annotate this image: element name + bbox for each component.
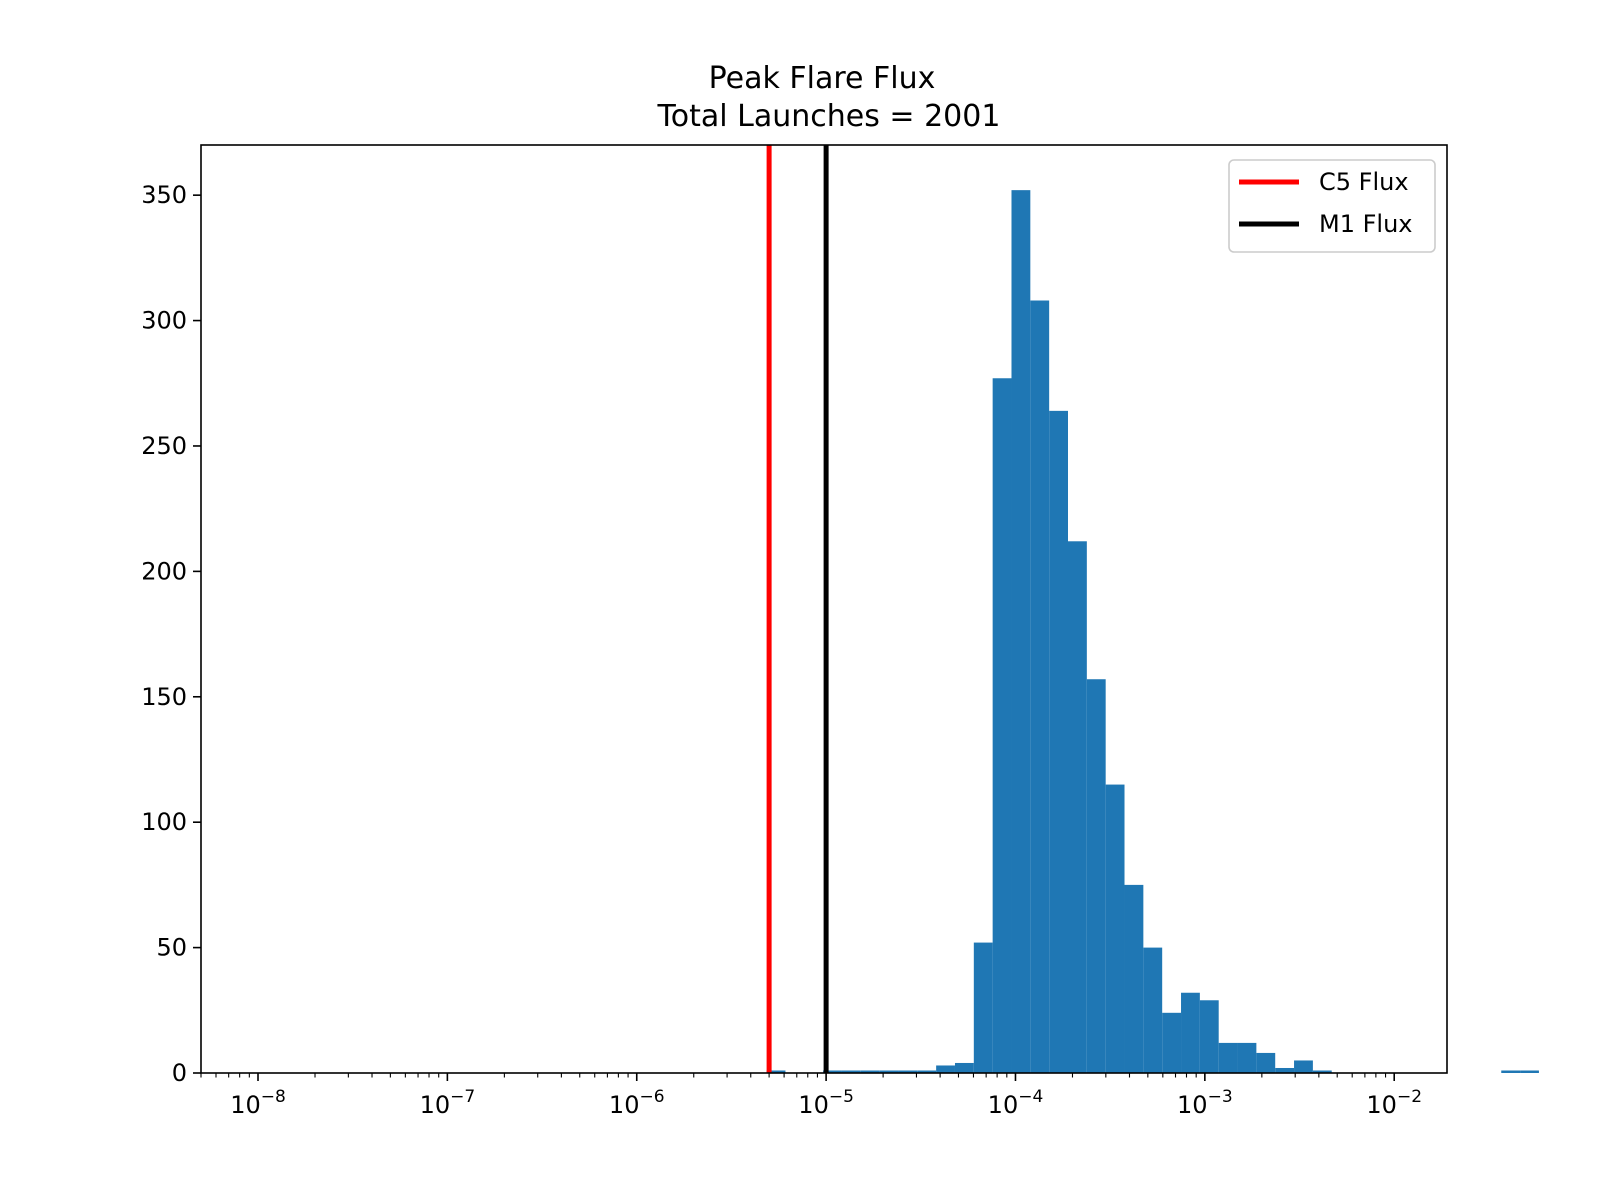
histogram-bar bbox=[992, 378, 1012, 1074]
histogram-bars bbox=[766, 190, 1539, 1074]
histogram-bar bbox=[1011, 190, 1031, 1074]
x-axis: 10−8 10−7 10−6 10−5 10−4 10−3 10−2 bbox=[200, 1073, 1422, 1119]
y-axis: 0 50 100 150 200 250 300 350 bbox=[141, 181, 201, 1087]
y-tick-label: 150 bbox=[141, 683, 187, 711]
histogram-bar bbox=[1237, 1042, 1257, 1073]
x-tick-label: 10−6 bbox=[609, 1087, 665, 1119]
y-tick-label: 250 bbox=[141, 432, 187, 460]
histogram-bar bbox=[841, 1070, 861, 1073]
plot-frame bbox=[200, 144, 1448, 1074]
legend-label: M1 Flux bbox=[1319, 210, 1413, 238]
y-tick-label: 100 bbox=[141, 808, 187, 836]
histogram-bar bbox=[917, 1070, 937, 1073]
histogram-bar bbox=[879, 1070, 899, 1073]
histogram-bar bbox=[1312, 1070, 1332, 1073]
histogram-bar bbox=[1162, 1012, 1182, 1073]
histogram-bar bbox=[1143, 947, 1163, 1073]
histogram-bar bbox=[1275, 1067, 1295, 1073]
x-tick-label: 10−3 bbox=[1177, 1087, 1233, 1119]
histogram-bar bbox=[1105, 784, 1125, 1073]
x-tick-label: 10−4 bbox=[988, 1087, 1044, 1119]
histogram-bar bbox=[898, 1070, 918, 1073]
legend-label: C5 Flux bbox=[1319, 168, 1409, 196]
y-tick-label: 50 bbox=[156, 934, 187, 962]
histogram-bar bbox=[1256, 1052, 1276, 1073]
chart-title: Peak Flare Flux bbox=[709, 61, 936, 96]
chart-subtitle: Total Launches = 2001 bbox=[657, 99, 1001, 134]
histogram-bar bbox=[1124, 884, 1144, 1073]
histogram-bar bbox=[1294, 1060, 1313, 1073]
histogram-bar bbox=[823, 1070, 842, 1073]
histogram-bar bbox=[936, 1065, 955, 1073]
histogram-bar bbox=[1520, 1070, 1539, 1073]
histogram-bar bbox=[766, 1070, 786, 1073]
histogram-bar bbox=[1218, 1042, 1238, 1073]
histogram-bar bbox=[1199, 1000, 1219, 1073]
y-tick-label: 300 bbox=[141, 307, 187, 335]
histogram-bar bbox=[1086, 679, 1106, 1073]
legend: C5 Flux M1 Flux bbox=[1228, 159, 1436, 253]
x-tick-label: 10−2 bbox=[1366, 1087, 1422, 1119]
x-tick-label: 10−8 bbox=[230, 1087, 286, 1119]
x-tick-label: 10−7 bbox=[420, 1087, 476, 1119]
histogram-bar bbox=[860, 1070, 880, 1073]
y-tick-label: 200 bbox=[141, 557, 187, 585]
histogram-bar bbox=[954, 1062, 974, 1073]
histogram-bar bbox=[973, 942, 993, 1073]
histogram-bar bbox=[1501, 1070, 1521, 1073]
y-tick-label: 0 bbox=[172, 1059, 187, 1087]
histogram-bar bbox=[1030, 300, 1050, 1074]
reference-lines bbox=[766, 145, 829, 1073]
histogram-bar bbox=[1181, 992, 1200, 1073]
x-tick-label: 10−5 bbox=[798, 1087, 854, 1119]
histogram-bar bbox=[1049, 410, 1068, 1073]
y-tick-label: 350 bbox=[141, 181, 187, 209]
histogram-bar bbox=[1068, 541, 1087, 1073]
